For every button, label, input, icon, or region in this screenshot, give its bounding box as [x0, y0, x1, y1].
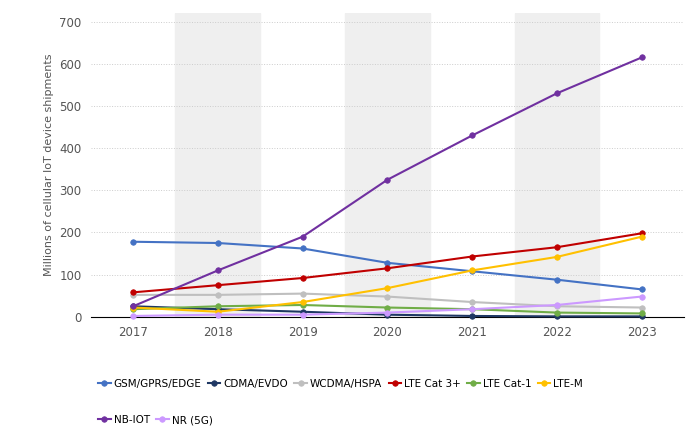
GSM/GPRS/EDGE	[129, 239, 138, 244]
GSM/GPRS/EDGE	[214, 240, 222, 246]
NR (5G)	[129, 313, 138, 319]
WCDMA/HSPA	[214, 292, 222, 297]
LTE-M	[299, 299, 307, 304]
LTE Cat 3+	[553, 245, 561, 250]
CDMA/EVDO	[129, 304, 138, 309]
CDMA/EVDO	[299, 309, 307, 314]
CDMA/EVDO	[553, 314, 561, 319]
WCDMA/HSPA	[129, 292, 138, 297]
CDMA/EVDO	[214, 307, 222, 312]
LTE Cat-1	[383, 305, 392, 310]
LTE Cat-1	[468, 307, 476, 312]
CDMA/EVDO	[383, 312, 392, 317]
Line: LTE Cat-1: LTE Cat-1	[131, 302, 644, 316]
NR (5G)	[299, 312, 307, 317]
NB-IOT	[383, 177, 392, 183]
LTE Cat-1	[553, 310, 561, 315]
LTE-M	[214, 309, 222, 314]
GSM/GPRS/EDGE	[383, 260, 392, 265]
GSM/GPRS/EDGE	[637, 287, 646, 292]
NB-IOT	[129, 304, 138, 309]
Line: CDMA/EVDO: CDMA/EVDO	[131, 304, 644, 319]
LTE Cat-1	[214, 304, 222, 309]
LTE-M	[553, 254, 561, 260]
LTE-M	[468, 268, 476, 273]
LTE-M	[383, 286, 392, 291]
LTE Cat 3+	[383, 266, 392, 271]
LTE Cat 3+	[299, 275, 307, 281]
NB-IOT	[214, 268, 222, 273]
Line: NR (5G): NR (5G)	[131, 294, 644, 319]
Bar	[514, 13, 600, 317]
CDMA/EVDO	[468, 313, 476, 319]
CDMA/EVDO	[637, 314, 646, 319]
NB-IOT	[468, 133, 476, 138]
WCDMA/HSPA	[468, 299, 476, 304]
LTE Cat 3+	[129, 290, 138, 295]
LTE Cat 3+	[637, 231, 646, 236]
LTE-M	[129, 305, 138, 310]
Line: LTE Cat 3+: LTE Cat 3+	[131, 231, 644, 295]
NB-IOT	[299, 234, 307, 239]
GSM/GPRS/EDGE	[299, 246, 307, 251]
Line: NB-IOT: NB-IOT	[131, 55, 644, 309]
LTE Cat-1	[129, 307, 138, 312]
NB-IOT	[553, 91, 561, 96]
LTE Cat 3+	[468, 254, 476, 259]
Y-axis label: Millions of cellular IoT device shipments: Millions of cellular IoT device shipment…	[44, 54, 54, 276]
GSM/GPRS/EDGE	[553, 277, 561, 282]
Line: GSM/GPRS/EDGE: GSM/GPRS/EDGE	[131, 239, 644, 292]
LTE Cat 3+	[214, 282, 222, 288]
LTE-M	[637, 234, 646, 239]
WCDMA/HSPA	[299, 291, 307, 296]
Line: LTE-M: LTE-M	[131, 234, 644, 315]
WCDMA/HSPA	[383, 294, 392, 299]
GSM/GPRS/EDGE	[468, 268, 476, 274]
WCDMA/HSPA	[637, 305, 646, 310]
LTE Cat-1	[299, 302, 307, 308]
LTE Cat-1	[637, 311, 646, 316]
NR (5G)	[214, 312, 222, 317]
NR (5G)	[468, 307, 476, 312]
NR (5G)	[637, 294, 646, 299]
NR (5G)	[553, 302, 561, 308]
NR (5G)	[383, 310, 392, 315]
Bar	[175, 13, 260, 317]
Legend: NB-IOT, NR (5G): NB-IOT, NR (5G)	[96, 413, 214, 427]
NB-IOT	[637, 55, 646, 60]
Bar	[345, 13, 430, 317]
WCDMA/HSPA	[553, 304, 561, 309]
Line: WCDMA/HSPA: WCDMA/HSPA	[131, 291, 644, 310]
